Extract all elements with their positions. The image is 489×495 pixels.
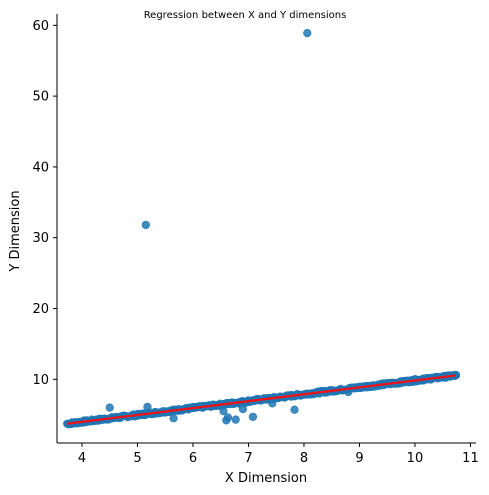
y-tick-label: 60 [32,19,49,34]
regression-line [66,374,457,425]
y-tick-label: 40 [32,160,49,175]
data-point [238,404,248,414]
x-tick-label: 9 [355,451,363,466]
scatter-points [63,29,461,429]
data-point [105,403,114,412]
x-tick-label: 10 [407,451,424,466]
x-tick-label: 4 [78,451,86,466]
chart-title: Regression between X and Y dimensions [144,10,347,21]
data-point [223,413,233,422]
y-tick-label: 10 [32,373,49,388]
data-point [303,29,312,38]
x-tick-label: 7 [244,451,252,466]
y-axis-label: Y Dimension [8,190,23,272]
x-axis-label: X Dimension [225,471,307,486]
x-tick-label: 8 [300,451,308,466]
y-tick-label: 20 [32,302,49,317]
x-tick-label: 5 [133,451,141,466]
axes: 4 5 6 7 8 9 10 11 10 20 30 40 50 60 [32,14,479,466]
y-tick-label: 50 [32,90,49,105]
data-point [248,412,258,421]
data-point [231,415,240,424]
data-point [219,407,228,416]
y-tick-label: 30 [32,231,49,246]
data-point [268,399,277,408]
x-tick-label: 11 [462,451,479,466]
data-point [141,220,150,230]
data-point [290,405,299,414]
x-tick-label: 6 [189,451,197,466]
data-point [143,402,152,411]
regression-line-group [66,374,457,425]
data-point [169,414,178,423]
